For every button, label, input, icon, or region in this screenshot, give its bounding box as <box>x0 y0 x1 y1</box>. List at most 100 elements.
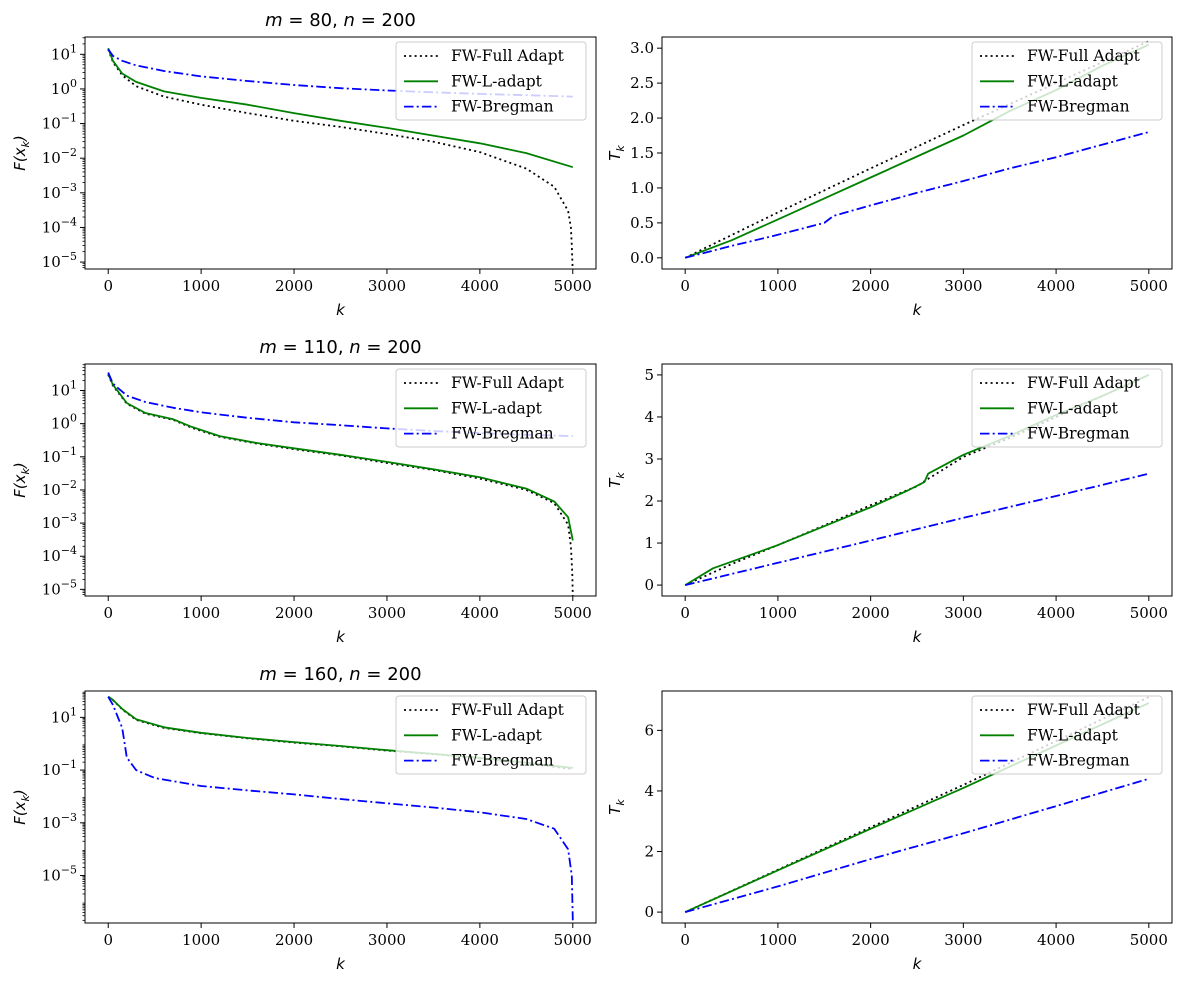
x-tick-label: 4000 <box>461 604 499 622</box>
y-label-sub: k <box>614 472 627 479</box>
series-line-fw-bregman <box>684 472 1150 586</box>
subplot-title: m = 80, n = 200 <box>265 10 416 31</box>
y-label-base: F(x <box>11 474 29 497</box>
x-axis-label: k <box>913 955 923 973</box>
y-tick-label: 0 <box>644 903 654 921</box>
y-tick-label: 4 <box>644 408 654 426</box>
y-tick-label: 0.5 <box>630 214 654 232</box>
title-m-symbol: m <box>259 664 277 685</box>
y-tick-base: 10 <box>42 867 61 885</box>
y-tick-label: 1.5 <box>630 144 654 162</box>
y-tick-exponent: 0 <box>70 77 77 90</box>
title-n-symbol: n <box>344 10 355 31</box>
y-tick-label: 2 <box>644 843 654 861</box>
title-n-value: = 200 <box>355 10 416 31</box>
x-tick-label: 1000 <box>182 931 220 949</box>
y-tick-label: 1 <box>644 534 654 552</box>
legend-label: FW-Bregman <box>451 98 554 116</box>
series-line-fw-l-adapt <box>107 373 574 541</box>
y-tick-base: 10 <box>42 481 61 499</box>
y-tick-label: 10−3 <box>42 811 77 832</box>
y-tick-label: 6 <box>644 721 654 739</box>
title-m-value: = 110, <box>277 337 349 358</box>
y-tick-label: 3 <box>644 450 654 468</box>
y-tick-label: 5 <box>644 366 654 384</box>
subplot-1: 0 1000 2000 3000 4000 500010110010−110−210−31… <box>11 10 597 319</box>
series-line-fw-bregman <box>684 131 1150 259</box>
legend: FW-Full Adapt FW-L-adapt FW-Bregman <box>971 368 1163 448</box>
x-tick-label: 3000 <box>944 277 982 295</box>
legend-box <box>395 368 587 448</box>
legend: FW-Full Adapt FW-L-adapt FW-Bregman <box>395 368 587 448</box>
legend-label: FW-Full Adapt <box>1027 374 1141 392</box>
y-tick-exponent: −2 <box>61 146 77 159</box>
y-tick-exponent: −4 <box>61 544 77 557</box>
y-tick-label: 3.0 <box>630 39 654 57</box>
y-tick-base: 10 <box>51 382 70 400</box>
x-tick-label: 5000 <box>1130 277 1168 295</box>
title-n-symbol: n <box>349 337 360 358</box>
y-tick-base: 10 <box>42 253 61 271</box>
x-tick-label: 2000 <box>275 277 313 295</box>
legend-label: FW-Full Adapt <box>451 374 565 392</box>
x-tick-label: 5000 <box>1130 931 1168 949</box>
y-axis-label: F(xk) <box>11 135 32 171</box>
y-label-sub: k <box>19 794 32 801</box>
x-tick-label: 1000 <box>182 277 220 295</box>
series-line-fw-l-adapt <box>107 47 574 169</box>
y-tick-label: 0 <box>644 576 654 594</box>
y-tick-exponent: 0 <box>70 412 77 425</box>
y-tick-base: 10 <box>42 547 61 565</box>
y-tick-label: 101 <box>51 42 77 63</box>
y-tick-base: 10 <box>42 149 61 167</box>
y-tick-exponent: −5 <box>61 864 77 877</box>
y-tick-label: 10−4 <box>42 215 77 236</box>
y-tick-label: 10−5 <box>42 250 77 271</box>
x-tick-label: 5000 <box>554 931 592 949</box>
y-tick-base: 10 <box>42 448 61 466</box>
x-axis-label: k <box>913 301 923 319</box>
y-tick-base: 10 <box>51 45 70 63</box>
x-tick-label: 0 <box>680 931 690 949</box>
x-tick-label: 3000 <box>944 604 982 622</box>
y-tick-base: 10 <box>42 115 61 133</box>
x-tick-label: 0 <box>103 277 113 295</box>
x-axis-label: k <box>336 301 346 319</box>
x-tick-label: 0 <box>680 604 690 622</box>
x-tick-label: 1000 <box>759 931 797 949</box>
x-tick-label: 5000 <box>554 277 592 295</box>
legend-label: FW-Bregman <box>451 752 554 770</box>
y-tick-label: 10−1 <box>42 112 77 133</box>
legend-label: FW-Full Adapt <box>451 701 565 719</box>
x-tick-label: 3000 <box>368 604 406 622</box>
subplot-2: 0 1000 2000 3000 4000 5000 0.0 0.5 1.0 1.5 2.0 2.5 3… <box>606 36 1173 319</box>
legend-label: FW-L-adapt <box>451 726 543 744</box>
y-label-sub: k <box>614 799 627 806</box>
y-tick-base: 10 <box>42 218 61 236</box>
y-tick-exponent: −4 <box>61 215 77 228</box>
legend-label: FW-L-adapt <box>451 72 543 90</box>
legend-label: FW-Full Adapt <box>1027 701 1141 719</box>
y-label-close: ) <box>11 462 29 469</box>
title-n-value: = 200 <box>361 337 422 358</box>
x-tick-label: 3000 <box>944 931 982 949</box>
x-tick-label: 2000 <box>852 277 890 295</box>
axes-frame <box>84 36 597 270</box>
x-tick-label: 5000 <box>1130 604 1168 622</box>
y-tick-label: 10−3 <box>42 511 77 532</box>
y-tick-label: 100 <box>51 412 77 433</box>
y-label-sub: k <box>19 467 32 474</box>
axes-frame <box>661 363 1173 597</box>
legend-box <box>395 41 587 121</box>
legend-label: FW-L-adapt <box>1027 72 1119 90</box>
legend: FW-Full Adapt FW-L-adapt FW-Bregman <box>395 695 587 775</box>
y-tick-label: 1.0 <box>630 179 654 197</box>
y-tick-exponent: −1 <box>61 758 77 771</box>
x-tick-label: 2000 <box>852 931 890 949</box>
x-axis-label: k <box>913 628 923 646</box>
legend-box <box>971 41 1163 121</box>
y-label-base: T <box>606 477 624 488</box>
x-tick-label: 3000 <box>368 931 406 949</box>
legend: FW-Full Adapt FW-L-adapt FW-Bregman <box>395 41 587 121</box>
